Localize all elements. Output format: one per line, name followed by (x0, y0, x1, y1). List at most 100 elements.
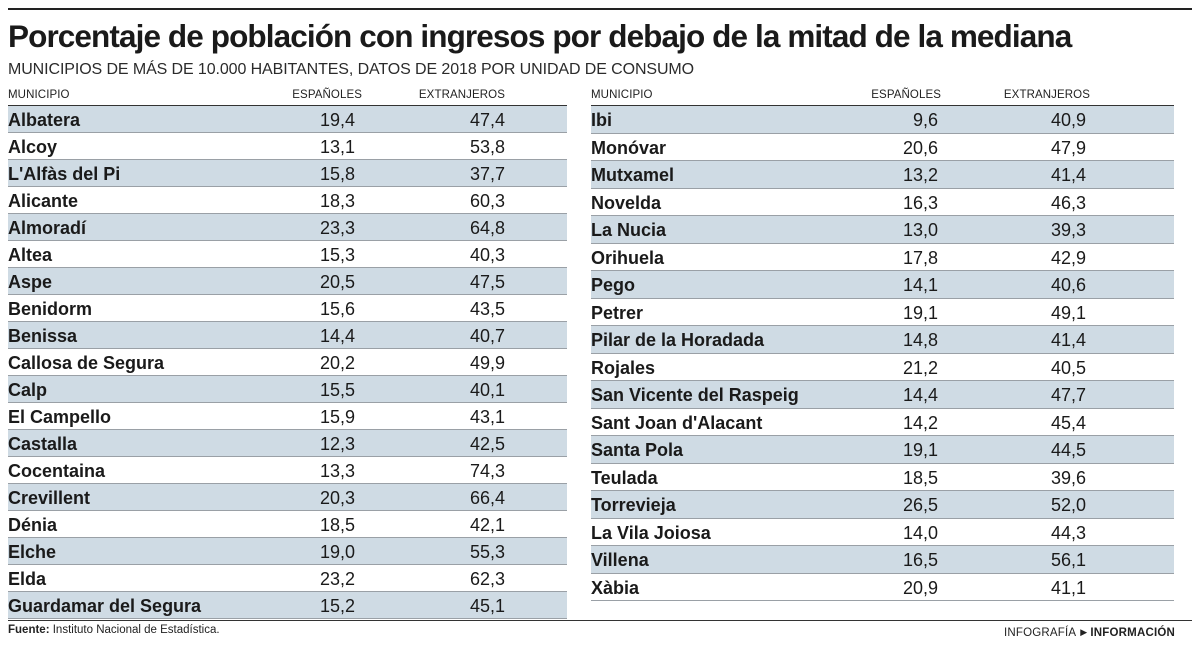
cell-municipio: San Vicente del Raspeig (591, 385, 799, 405)
cell-extranjeros: 55,3 (469, 542, 505, 562)
cell-espanoles: 20,6 (902, 137, 938, 158)
table-row: Torrevieja 26,5 52,0 (591, 491, 1174, 519)
cell-espanoles: 15,9 (319, 407, 355, 427)
header-espanoles: ESPAÑOLES (871, 89, 941, 101)
credit-line: INFOGRAFÍA ▶ INFORMACIÓN (1004, 627, 1175, 639)
header-extranjeros: EXTRANJEROS (418, 89, 505, 101)
table-row: Mutxamel 13,2 41,4 (591, 161, 1174, 189)
cell-extranjeros: 41,1 (1050, 577, 1086, 598)
cell-espanoles: 20,5 (319, 272, 355, 292)
cell-espanoles: 26,5 (902, 495, 938, 515)
table-row: San Vicente del Raspeig 14,4 47,7 (591, 381, 1174, 409)
table-row: El Campello 15,9 43,1 (8, 403, 567, 430)
cell-municipio: Xàbia (591, 577, 640, 598)
cell-extranjeros: 43,1 (469, 407, 505, 427)
cell-extranjeros: 40,1 (469, 380, 505, 400)
cell-municipio: Torrevieja (591, 495, 676, 515)
source-note: Fuente: Instituto Nacional de Estadístic… (8, 624, 220, 636)
cell-extranjeros: 43,5 (469, 299, 505, 319)
cell-municipio: Callosa de Segura (8, 353, 165, 373)
cell-municipio: Dénia (8, 515, 58, 535)
cell-espanoles: 15,5 (319, 380, 355, 400)
bottom-rule (8, 620, 1192, 621)
table-row: Calp 15,5 40,1 (8, 376, 567, 403)
cell-espanoles: 17,8 (902, 247, 938, 268)
cell-municipio: Guardamar del Segura (8, 596, 202, 616)
table-row: Orihuela 17,8 42,9 (591, 244, 1174, 271)
cell-espanoles: 14,2 (902, 412, 938, 433)
cell-municipio: Villena (591, 550, 649, 570)
cell-extranjeros: 41,4 (1050, 165, 1086, 185)
cell-municipio: Crevillent (8, 488, 91, 508)
cell-espanoles: 15,3 (319, 245, 355, 265)
cell-espanoles: 20,2 (319, 353, 355, 373)
cell-municipio: Mutxamel (591, 165, 675, 185)
table-row: Elche 19,0 55,3 (8, 538, 567, 565)
header-municipio: MUNICIPIO (591, 89, 653, 101)
cell-espanoles: 14,8 (902, 330, 938, 350)
cell-extranjeros: 53,8 (469, 137, 505, 157)
cell-municipio: Teulada (591, 467, 658, 488)
table-row: Monóvar 20,6 47,9 (591, 134, 1174, 161)
cell-extranjeros: 39,6 (1050, 467, 1086, 488)
table-row: Alcoy 13,1 53,8 (8, 133, 567, 160)
cell-municipio: Rojales (591, 357, 656, 378)
cell-municipio: Elche (8, 542, 57, 562)
table-row: Albatera 19,4 47,4 (8, 106, 567, 133)
cell-municipio: Calp (8, 380, 48, 400)
table-right: MUNICIPIO ESPAÑOLES EXTRANJEROS Ibi 9,6 40… (591, 86, 1174, 601)
table-row: Pego 14,1 40,6 (591, 271, 1174, 299)
cell-extranjeros: 47,7 (1050, 385, 1086, 405)
cell-espanoles: 19,1 (902, 440, 938, 460)
cell-extranjeros: 40,7 (469, 326, 505, 346)
cell-extranjeros: 40,5 (1050, 357, 1086, 378)
cell-espanoles: 23,3 (319, 218, 355, 238)
cell-municipio: El Campello (8, 407, 112, 427)
cell-espanoles: 14,0 (902, 522, 938, 543)
triangle-right-icon: ▶ (1080, 627, 1088, 637)
cell-municipio: Alicante (8, 191, 79, 211)
table-row: Aspe 20,5 47,5 (8, 268, 567, 295)
cell-extranjeros: 40,9 (1050, 110, 1086, 130)
header-municipio: MUNICIPIO (8, 89, 70, 101)
cell-municipio: Aspe (8, 272, 53, 292)
cell-extranjeros: 40,6 (1050, 275, 1086, 295)
table-row: La Nucia 13,0 39,3 (591, 216, 1174, 244)
cell-municipio: Novelda (591, 192, 662, 213)
cell-municipio: Pego (591, 275, 636, 295)
cell-extranjeros: 46,3 (1050, 192, 1086, 213)
cell-extranjeros: 47,5 (469, 272, 505, 292)
cell-extranjeros: 44,3 (1050, 522, 1086, 543)
table-row: Guardamar del Segura 15,2 45,1 (8, 592, 567, 619)
cell-espanoles: 20,9 (902, 577, 938, 598)
cell-municipio: Ibi (591, 110, 612, 130)
cell-extranjeros: 47,4 (469, 110, 505, 130)
source-label: Fuente: (8, 624, 50, 636)
cell-espanoles: 15,2 (319, 596, 355, 616)
cell-municipio: Sant Joan d'Alacant (591, 412, 763, 433)
cell-espanoles: 21,2 (902, 357, 938, 378)
cell-extranjeros: 44,5 (1050, 440, 1086, 460)
cell-espanoles: 13,2 (902, 165, 938, 185)
table-header: MUNICIPIO ESPAÑOLES EXTRANJEROS (8, 86, 567, 106)
table-header: MUNICIPIO ESPAÑOLES EXTRANJEROS (591, 86, 1174, 106)
cell-espanoles: 14,4 (902, 385, 938, 405)
cell-extranjeros: 49,9 (469, 353, 505, 373)
cell-municipio: La Nucia (591, 220, 667, 240)
cell-extranjeros: 42,5 (469, 434, 505, 454)
cell-espanoles: 15,6 (319, 299, 355, 319)
cell-espanoles: 16,3 (902, 192, 938, 213)
cell-municipio: Orihuela (591, 247, 665, 268)
cell-extranjeros: 37,7 (469, 164, 505, 184)
cell-extranjeros: 66,4 (469, 488, 505, 508)
cell-municipio: Cocentaina (8, 461, 106, 481)
cell-municipio: Altea (8, 245, 53, 265)
cell-extranjeros: 42,1 (469, 515, 505, 535)
cell-extranjeros: 49,1 (1050, 302, 1086, 323)
cell-espanoles: 13,0 (902, 220, 938, 240)
source-text: Instituto Nacional de Estadística. (49, 624, 220, 636)
cell-extranjeros: 41,4 (1050, 330, 1086, 350)
cell-municipio: La Vila Joiosa (591, 522, 711, 543)
cell-extranjeros: 52,0 (1050, 495, 1086, 515)
table-row: Benissa 14,4 40,7 (8, 322, 567, 349)
